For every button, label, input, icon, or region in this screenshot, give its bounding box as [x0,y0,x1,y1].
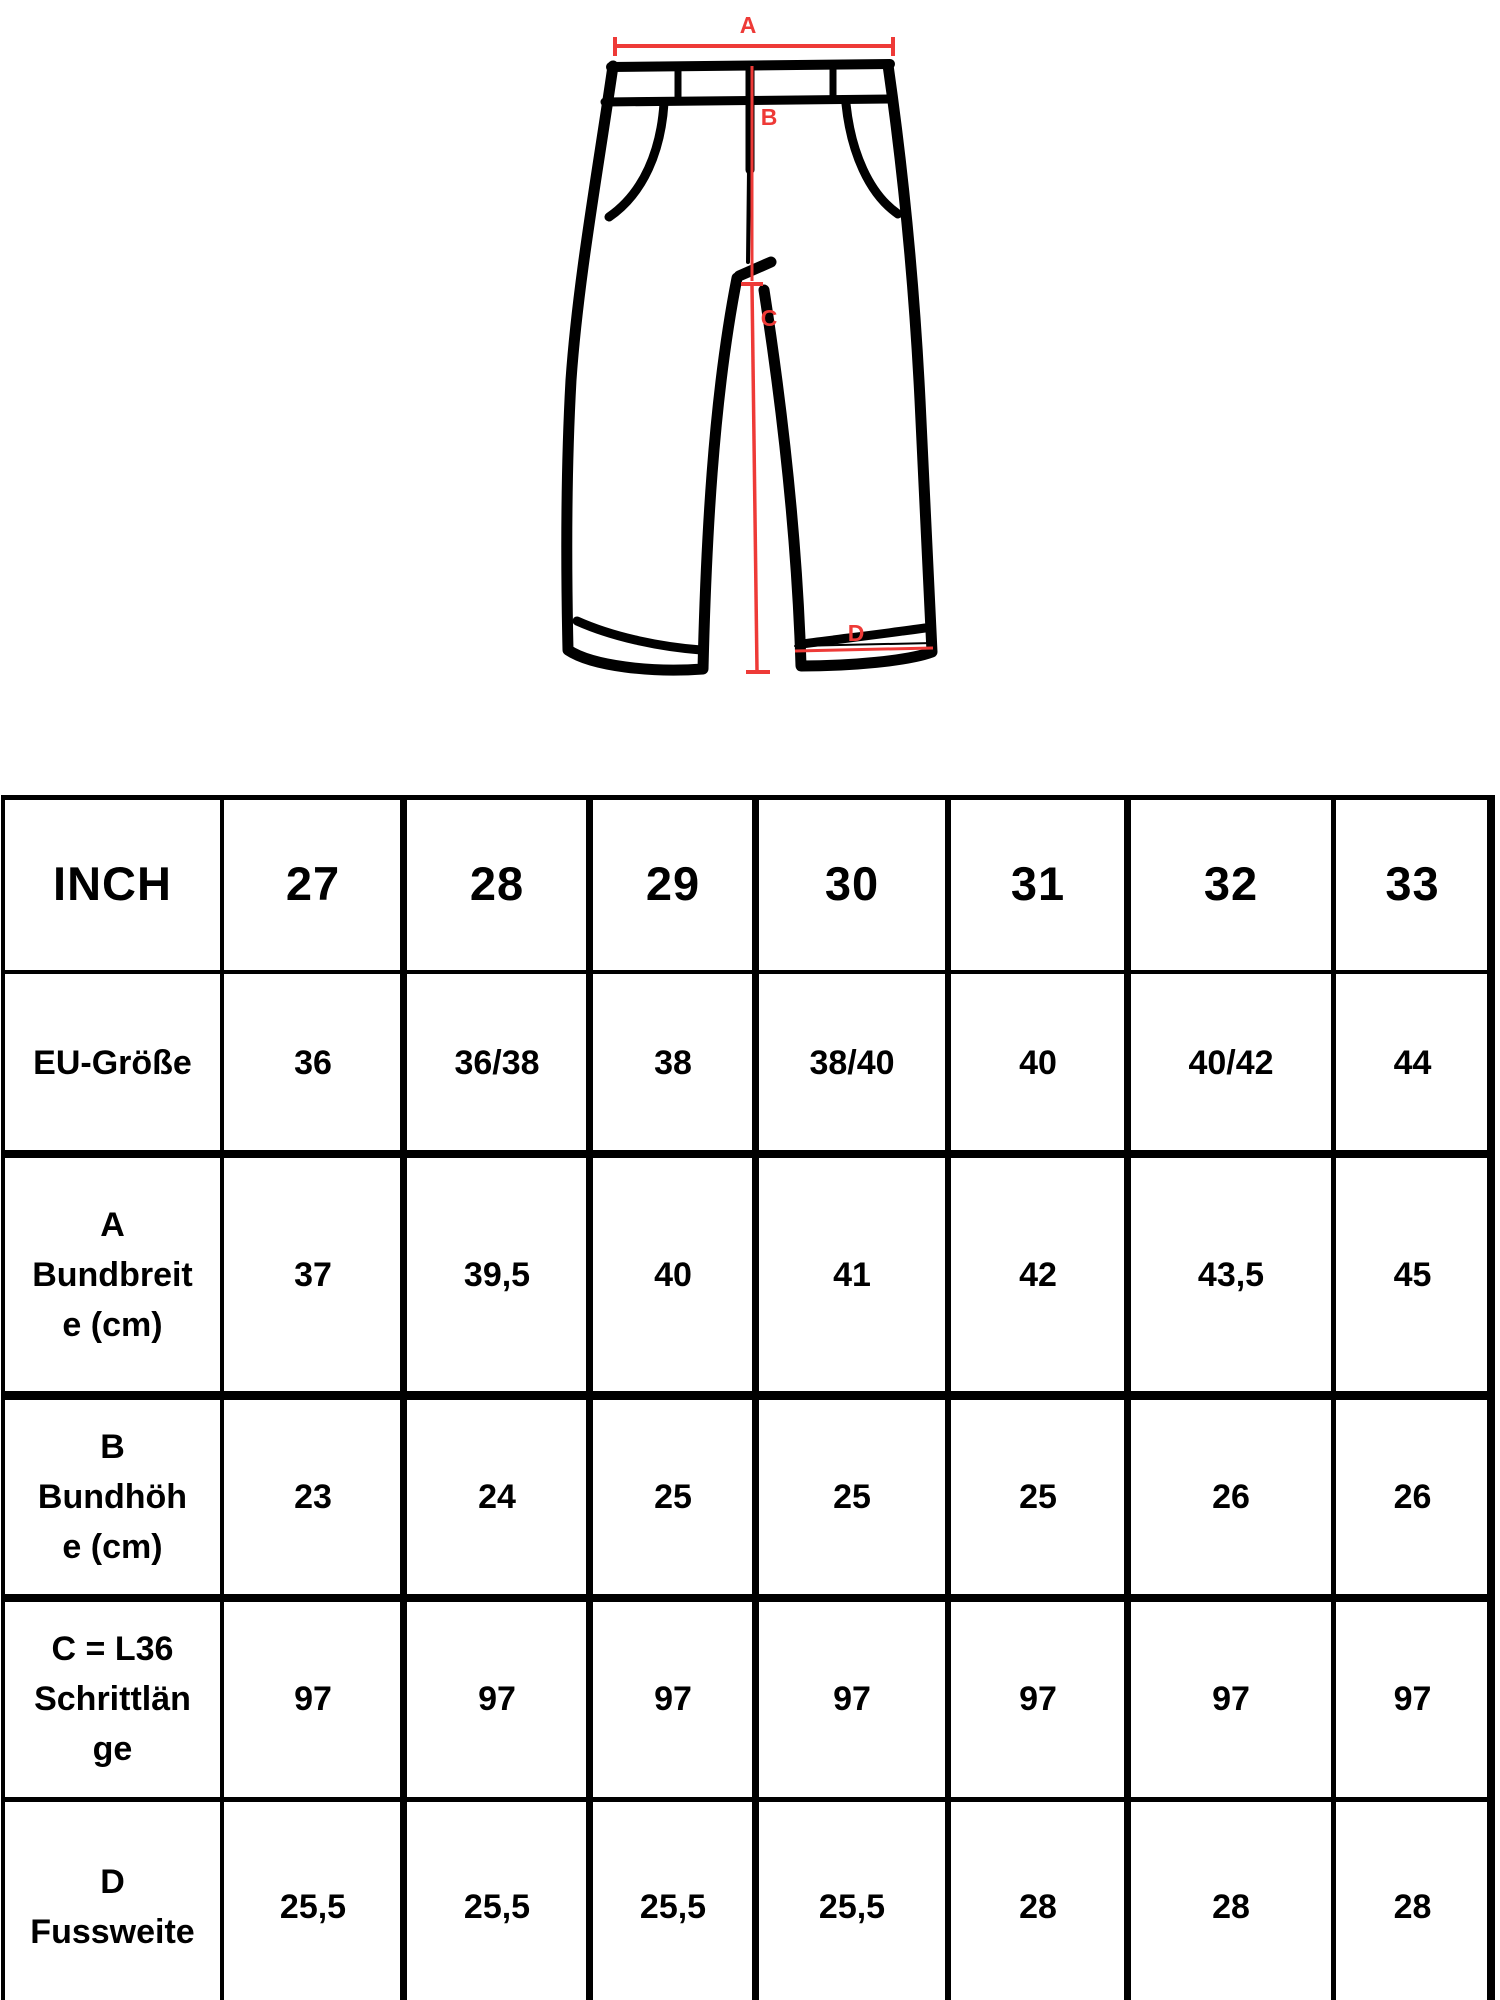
pants-left-leg [561,60,743,676]
value-cell: 45 [1393,1255,1432,1294]
value-cell: 25 [833,1477,871,1516]
value-cell: 40 [654,1255,692,1294]
column-header-cell: 32 [1203,857,1259,910]
value-cell: 23 [294,1477,332,1516]
table-gridline [1,795,5,2000]
value-cell: 39,5 [463,1255,531,1294]
value-cell: 38/40 [809,1043,895,1082]
row-header-cell: D Fussweite [30,1863,195,1951]
value-cell: 97 [478,1679,516,1718]
measure-d-line [794,646,934,653]
crotch-seam [733,256,777,282]
measure-c-label: C [761,305,778,331]
value-cell: 44 [1393,1043,1432,1082]
table-gridline [1,1150,1495,1158]
table-gridline [1,1391,1495,1400]
value-cell: 97 [1393,1679,1432,1718]
value-cell: 24 [478,1477,516,1516]
row-header-cell: B Bundhöh e (cm) [37,1428,188,1566]
pocket-right [841,99,903,219]
table-gridline [1,970,1495,974]
value-cell: 25,5 [639,1887,707,1926]
measure-c-line [750,285,759,671]
value-cell: 36/38 [454,1043,540,1082]
value-cell: 36 [294,1043,332,1082]
value-cell: 28 [1212,1887,1250,1926]
table-gridline [1487,795,1495,2000]
value-cell: 26 [1212,1477,1250,1516]
value-cell: 25 [1019,1477,1057,1516]
value-cell: 28 [1019,1887,1057,1926]
table-gridline [1331,795,1336,2000]
value-cell: 41 [833,1255,871,1294]
value-cell: 97 [294,1679,332,1718]
size-table: INCH 27 28 29 30 31 32 33 EU-Größe 36 36… [0,795,1500,2000]
hem-guide-line [794,642,934,647]
value-cell: 37 [294,1255,332,1294]
table-gridline [400,795,407,2000]
cuff-left [572,616,706,655]
column-header-cell: 33 [1385,857,1440,910]
value-cell: 40/42 [1188,1043,1274,1082]
table-gridline [752,795,759,2000]
value-cell: 40 [1019,1043,1057,1082]
column-header-cell: INCH [53,857,172,910]
measure-a-label: A [740,12,757,38]
value-cell: 25,5 [279,1887,347,1926]
column-header-cell: 28 [469,857,525,910]
row-header-cell: A Bundbreit e (cm) [32,1206,193,1344]
rise-seam [746,168,751,264]
value-cell: 97 [1212,1679,1250,1718]
table-gridline [945,795,951,2000]
table-gridline [220,795,224,2000]
table-gridline [1,1797,1495,1802]
table-gridline [1,1594,1495,1602]
column-header-cell: 30 [824,857,880,910]
value-cell: 97 [1019,1679,1057,1718]
value-cell: 97 [654,1679,692,1718]
value-cell: 25,5 [463,1887,531,1926]
measure-d-label: D [848,620,865,646]
value-cell: 97 [833,1679,871,1718]
row-header-cell: EU-Größe [33,1044,192,1082]
column-header-cell: 27 [285,857,341,910]
table-gridline [1,795,1495,800]
table-gridline [1124,795,1131,2000]
cuff-right [797,623,930,649]
value-cell: 42 [1019,1255,1057,1294]
measure-b-label: B [761,104,778,130]
value-cell: 26 [1393,1477,1432,1516]
column-header-cell: 31 [1010,857,1066,910]
pocket-left [604,98,669,222]
value-cell: 43,5 [1197,1255,1265,1294]
value-cell: 25,5 [818,1887,886,1926]
value-cell: 38 [654,1043,692,1082]
pants-right-leg [758,59,938,672]
column-header-cell: 29 [645,857,701,910]
value-cell: 25 [654,1477,692,1516]
value-cell: 28 [1393,1887,1432,1926]
row-header-cell: C = L36 Schrittlän ge [34,1630,191,1768]
table-gridline [586,795,593,2000]
